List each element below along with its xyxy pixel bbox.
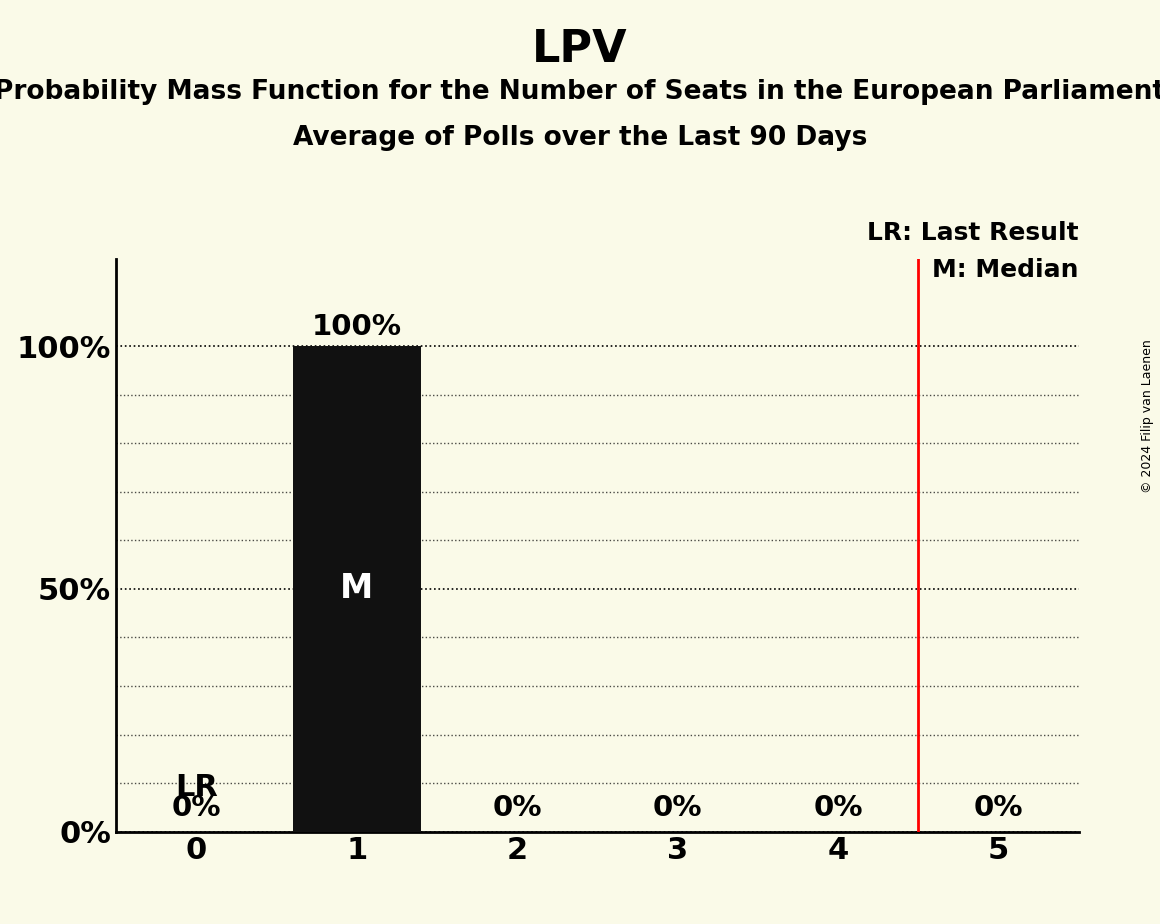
Text: 0%: 0%	[653, 794, 703, 821]
Text: LR: Last Result: LR: Last Result	[868, 221, 1079, 245]
Text: Probability Mass Function for the Number of Seats in the European Parliament: Probability Mass Function for the Number…	[0, 79, 1160, 104]
Text: © 2024 Filip van Laenen: © 2024 Filip van Laenen	[1141, 339, 1154, 492]
Text: 100%: 100%	[312, 313, 401, 341]
Text: M: M	[340, 572, 374, 605]
Text: 0%: 0%	[973, 794, 1023, 821]
Text: Average of Polls over the Last 90 Days: Average of Polls over the Last 90 Days	[292, 125, 868, 151]
Text: LR: LR	[175, 773, 218, 802]
Text: LPV: LPV	[532, 28, 628, 71]
Bar	[292, 346, 421, 832]
Text: 0%: 0%	[813, 794, 863, 821]
Text: 0%: 0%	[172, 794, 222, 821]
Text: M: Median: M: Median	[933, 258, 1079, 282]
Text: 0%: 0%	[492, 794, 542, 821]
